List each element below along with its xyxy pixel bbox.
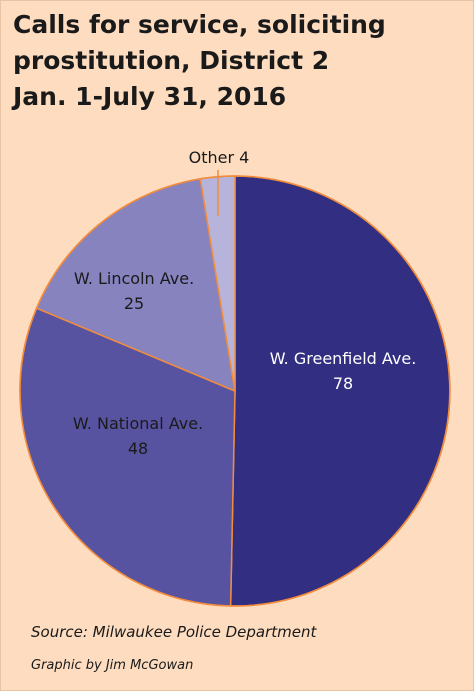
- slice-label-value: 25: [124, 294, 144, 313]
- graphic-credit: Graphic by Jim McGowan: [31, 658, 194, 673]
- slice-label-value: 48: [128, 439, 148, 458]
- slice-label-name: W. National Ave.: [73, 414, 203, 433]
- chart-title: Calls for service, soliciting prostituti…: [13, 7, 386, 115]
- slice-label: Other 4: [189, 151, 250, 167]
- pie-chart: W. Greenfield Ave. 78W. National Ave. 48W.…: [19, 151, 451, 607]
- chart-title-line-2: prostitution, District 2: [13, 46, 330, 75]
- slice-label: W. Greenfield Ave. 78: [270, 349, 417, 393]
- slice-label: W. National Ave. 48: [73, 414, 203, 458]
- slice-label-name: W. Lincoln Ave.: [74, 269, 194, 288]
- slice-label-value: 78: [333, 374, 353, 393]
- slice-label: W. Lincoln Ave. 25: [74, 269, 194, 313]
- chart-title-line-1: Calls for service, soliciting: [13, 10, 386, 39]
- pie-outline: [19, 175, 451, 607]
- source-note: Source: Milwaukee Police Department: [31, 623, 317, 641]
- slice-label-name: W. Greenfield Ave.: [270, 349, 417, 368]
- chart-title-line-3: Jan. 1-July 31, 2016: [13, 82, 287, 111]
